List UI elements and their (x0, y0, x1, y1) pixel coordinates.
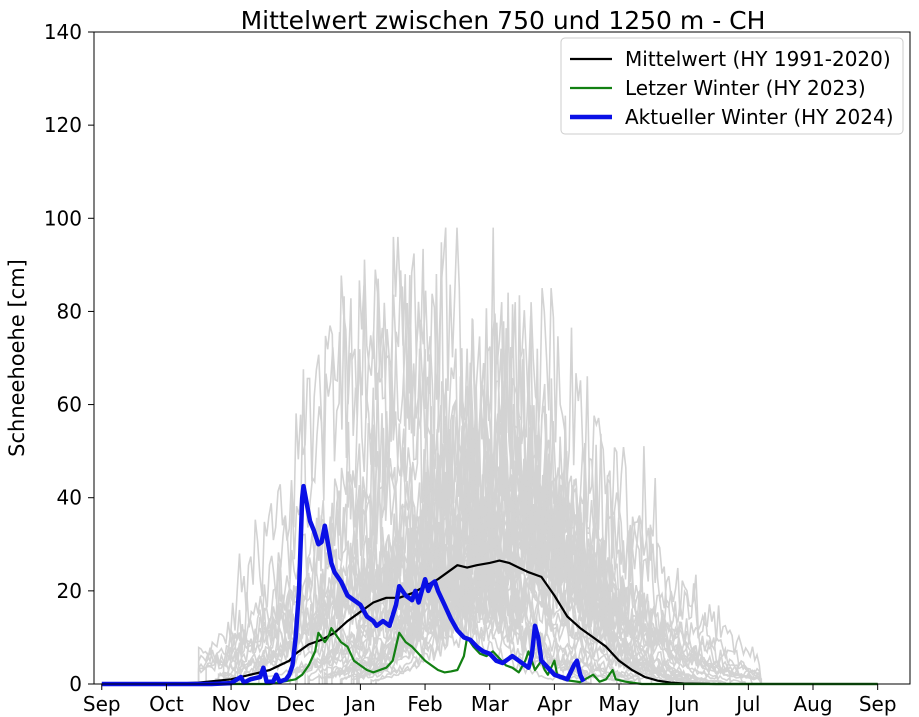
x-tick-label: Dec (276, 692, 315, 716)
historical-winter-line (318, 541, 722, 685)
y-tick-label: 20 (57, 579, 82, 603)
series-line-3 (101, 483, 586, 687)
y-tick-label: 120 (44, 113, 82, 137)
historical-winter-line (214, 558, 633, 685)
x-tick-label: Jun (666, 692, 699, 716)
legend-label: Letzer Winter (HY 2023) (625, 76, 866, 100)
series-line-2 (101, 627, 878, 686)
x-tick-label: Sep (859, 692, 897, 716)
y-axis: 0 20 40 60 80 100 120 140 (44, 20, 94, 696)
x-tick-label: Jul (734, 692, 760, 716)
y-tick-label: 60 (57, 393, 82, 417)
x-tick-label: Jan (343, 692, 376, 716)
legend-box (560, 37, 904, 135)
x-tick-label: May (598, 692, 640, 716)
historical-winters-layer (197, 227, 763, 685)
x-tick-label: Sep (83, 692, 121, 716)
series-layer (101, 483, 878, 687)
historical-winter-line (197, 561, 623, 685)
y-tick-label: 80 (57, 299, 82, 323)
x-tick-label: Nov (212, 692, 251, 716)
plot-frame (93, 31, 911, 685)
y-tick-label: 0 (69, 672, 82, 696)
x-tick-label: Oct (149, 692, 184, 716)
legend-label: Mittelwert (HY 1991-2020) (625, 47, 891, 71)
x-axis: Sep Oct Nov Dec Jan Feb Mar Apr May Jun Jul Aug Sep (83, 684, 897, 716)
legend: Mittelwert (HY 1991-2020) Letzer Winter (… (560, 37, 904, 135)
y-tick-label: 140 (44, 20, 82, 44)
historical-winter-line (197, 548, 636, 685)
x-tick-label: Feb (407, 692, 442, 716)
historical-winter-line (307, 581, 712, 685)
chart-title: Mittelwert zwischen 750 und 1250 m - CH (241, 6, 766, 35)
y-tick-label: 40 (57, 486, 82, 510)
historical-winter-line (356, 571, 763, 685)
x-tick-label: Mar (471, 692, 510, 716)
x-tick-label: Apr (537, 692, 572, 716)
legend-label: Aktueller Winter (HY 2024) (625, 105, 894, 129)
x-tick-label: Aug (793, 692, 832, 716)
y-axis-label: Schneehoehe [cm] (5, 259, 29, 457)
y-tick-label: 100 (44, 206, 82, 230)
historical-winter-line (265, 552, 696, 685)
